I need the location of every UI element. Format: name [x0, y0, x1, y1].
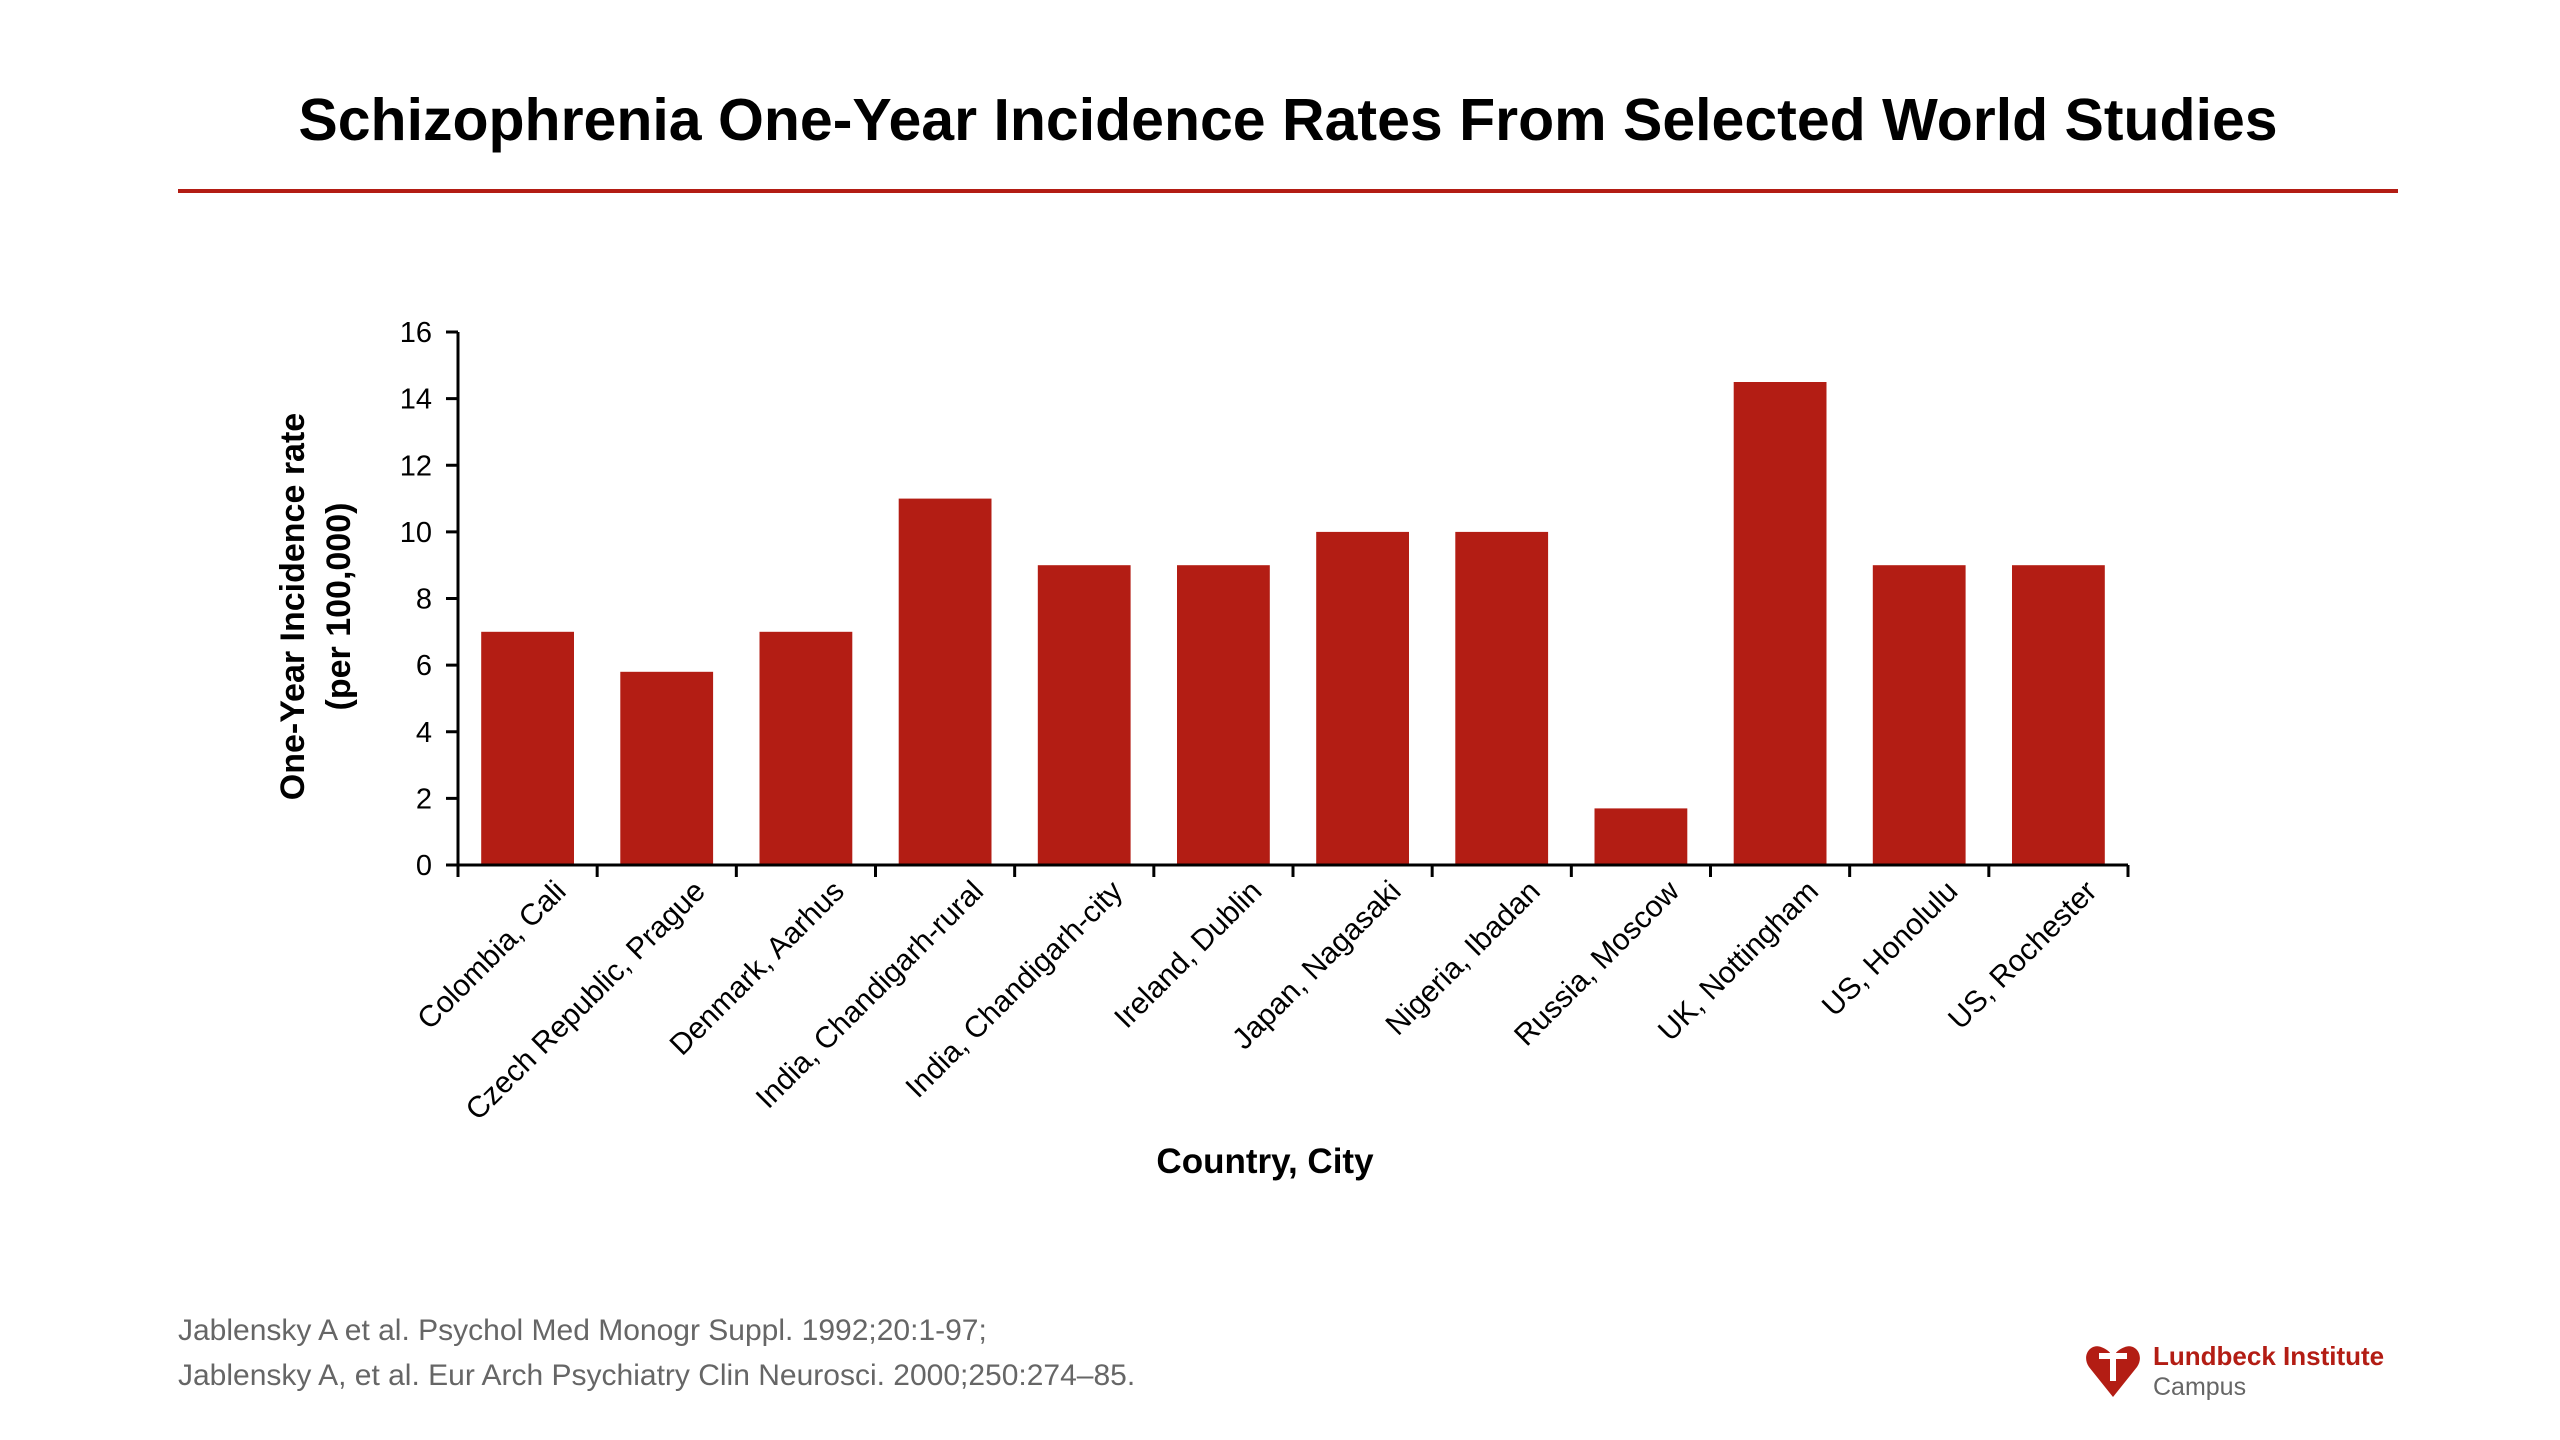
- y-axis-label-line: One-Year Incidence rate: [274, 413, 312, 800]
- bar: [2012, 565, 2105, 865]
- x-tick-label: Colombia, Cali: [411, 875, 572, 1036]
- title-divider: [178, 189, 2398, 193]
- logo-subtitle: Campus: [2153, 1373, 2247, 1401]
- logo-name: Lundbeck Institute: [2153, 1341, 2385, 1371]
- lundbeck-logo: Lundbeck Institute Campus: [2085, 1335, 2415, 1405]
- references: Jablensky A et al. Psychol Med Monogr Su…: [178, 1308, 1135, 1398]
- bar: [1177, 565, 1270, 865]
- y-tick-label: 16: [400, 317, 432, 349]
- bar: [1455, 531, 1549, 865]
- y-tick-label: 12: [400, 450, 432, 482]
- x-tick-label: Czech Republic, Prague: [460, 875, 712, 1127]
- y-tick-label: 14: [400, 384, 432, 416]
- x-tick-label: US, Rochester: [1942, 875, 2103, 1036]
- slide-title: Schizophrenia One-Year Incidence Rates F…: [298, 87, 2278, 153]
- reference-line-1: Jablensky A et al. Psychol Med Monogr Su…: [178, 1314, 987, 1347]
- bar: [1594, 808, 1688, 865]
- x-tick-label: US, Honolulu: [1816, 875, 1964, 1023]
- reference-line-2: Jablensky A, et al. Eur Arch Psychiatry …: [178, 1359, 1136, 1392]
- bar: [1316, 531, 1409, 865]
- x-axis-label: Country, City: [1156, 1142, 1374, 1181]
- x-tick-label: India, Chandigarh-rural: [750, 875, 990, 1115]
- y-tick-label: 10: [400, 517, 432, 549]
- bar: [1872, 565, 1966, 865]
- y-axis-label: One-Year Incidence rate (per 100,000): [274, 413, 358, 800]
- lundbeck-heart-icon: [2086, 1341, 2140, 1397]
- y-tick-label: 4: [416, 717, 432, 749]
- bar: [759, 631, 853, 865]
- y-tick-label: 6: [416, 650, 432, 682]
- bar: [898, 498, 992, 865]
- y-tick-label: 8: [416, 584, 432, 616]
- x-tick-label: Ireland, Dublin: [1108, 875, 1268, 1035]
- bar: [1733, 382, 1827, 865]
- y-tick-label: 2: [416, 783, 432, 815]
- axes: [446, 330, 2130, 877]
- bar: [1037, 565, 1131, 865]
- y-axis-label-line: (per 100,000): [320, 503, 358, 711]
- y-tick-labels: 0 2 4 6 8 10 12 14 16: [400, 317, 432, 882]
- bar: [620, 671, 714, 865]
- bar: [481, 631, 574, 865]
- y-tick-label: 0: [416, 850, 432, 882]
- bars: [481, 382, 2105, 865]
